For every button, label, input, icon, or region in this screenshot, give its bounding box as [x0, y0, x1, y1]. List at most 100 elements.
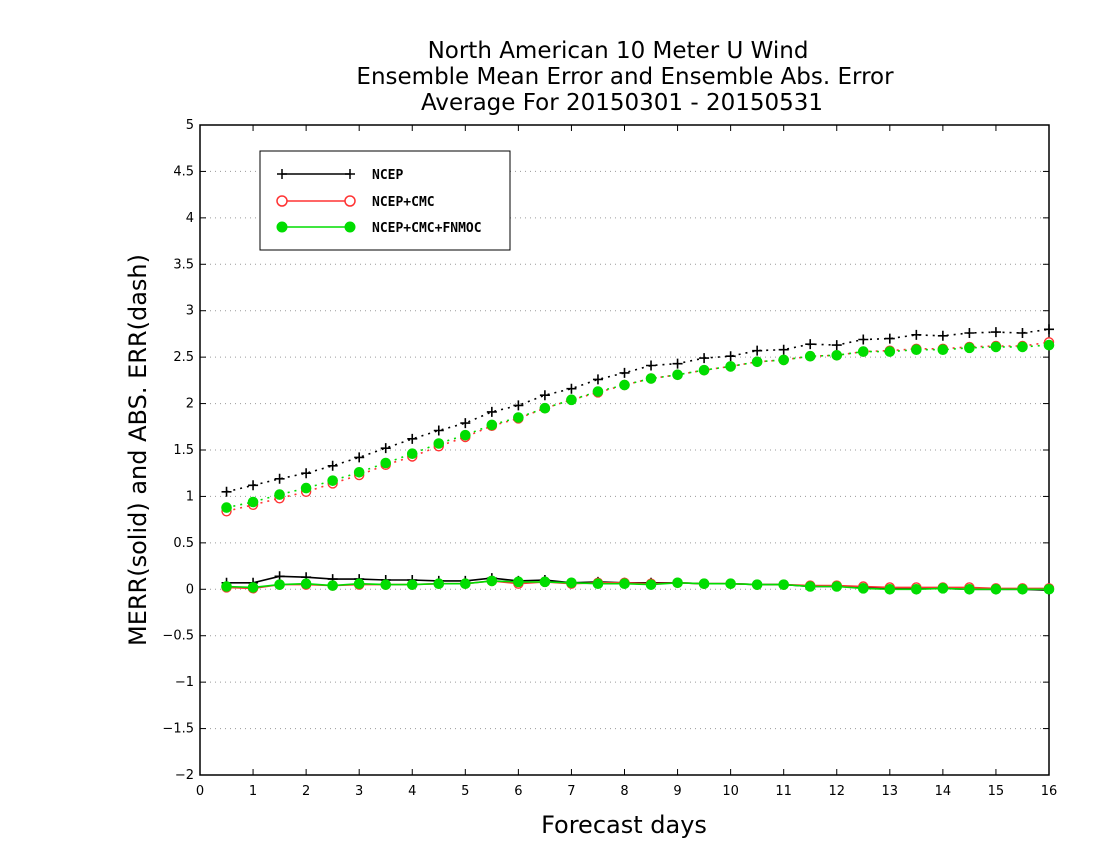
data-point-ncep-cmc-fnmoc-merr — [884, 583, 896, 595]
data-point-ncep-cmc-fnmoc-merr — [406, 579, 418, 590]
data-point-ncep-cmc-fnmoc-merr — [513, 576, 524, 588]
series-line-ncep-abs-err — [226, 328, 1050, 493]
legend: NCEP NCEP+CMC NCEP+CMC+FNMOC — [259, 150, 511, 251]
data-point-ncep-cmc-fnmoc-abs-err — [911, 344, 922, 356]
data-point-ncep-abs-err — [937, 330, 948, 341]
legend-label-ncep-cmc: NCEP+CMC — [372, 195, 435, 210]
data-point-ncep-cmc-fnmoc-merr — [592, 578, 604, 590]
data-point-ncep-abs-err — [354, 452, 365, 463]
y-tick-label: 3.5 — [173, 257, 194, 272]
y-tick-label: −1 — [175, 675, 194, 690]
x-tick-label: 3 — [355, 784, 363, 799]
data-point-ncep-cmc-fnmoc-merr — [380, 579, 392, 590]
title-line-2: Ensemble Mean Error and Ensemble Abs. Er… — [356, 64, 894, 90]
data-point-ncep-cmc-fnmoc-merr — [486, 575, 498, 587]
data-point-ncep-cmc-fnmoc-abs-err — [937, 344, 949, 356]
data-point-ncep-cmc-fnmoc-merr — [619, 578, 630, 590]
data-point-ncep-cmc-fnmoc-merr — [327, 580, 338, 591]
data-point-ncep-abs-err — [672, 358, 683, 369]
x-tick-label: 10 — [722, 784, 739, 799]
data-point-ncep-cmc-fnmoc-merr — [300, 578, 312, 590]
y-tick-label: 2.5 — [173, 350, 194, 365]
x-tick-label: 11 — [775, 784, 792, 799]
data-point-ncep-abs-err — [566, 383, 577, 394]
data-point-ncep-abs-err — [699, 353, 710, 364]
y-tick-label: −0.5 — [162, 629, 194, 644]
data-point-ncep-cmc-fnmoc-merr — [353, 578, 365, 590]
data-point-ncep-cmc-fnmoc-abs-err — [566, 394, 577, 406]
data-point-ncep-cmc-fnmoc-merr — [221, 581, 232, 592]
data-point-ncep-abs-err — [221, 486, 232, 497]
data-point-ncep-abs-err — [619, 367, 630, 378]
chart-title: North American 10 Meter U Wind Ensemble … — [356, 38, 894, 116]
data-point-ncep-abs-err — [778, 344, 789, 355]
data-point-ncep-cmc-fnmoc-merr — [804, 581, 816, 592]
data-point-ncep-cmc-fnmoc-abs-err — [778, 354, 789, 366]
x-tick-label: 6 — [514, 784, 522, 799]
data-point-ncep-cmc-fnmoc-merr — [857, 583, 869, 594]
data-point-ncep-cmc-fnmoc-merr — [460, 578, 471, 590]
x-tick-label: 9 — [673, 784, 681, 799]
data-point-ncep-cmc-fnmoc-merr — [725, 578, 736, 590]
series-layer — [221, 324, 1055, 596]
grid — [200, 170, 1049, 730]
data-point-ncep-abs-err — [911, 329, 922, 340]
data-point-ncep-cmc-fnmoc-abs-err — [725, 361, 736, 372]
data-point-ncep-cmc-fnmoc-abs-err — [990, 341, 1002, 353]
data-point-ncep-abs-err — [831, 340, 842, 351]
legend-entry-ncep-cmc: NCEP+CMC — [276, 195, 435, 210]
data-point-ncep-cmc-fnmoc-abs-err — [327, 475, 338, 486]
y-tick-label: 1 — [186, 489, 194, 504]
y-tick-label: 4 — [186, 211, 194, 226]
x-tick-label: 12 — [828, 784, 845, 799]
title-line-1: North American 10 Meter U Wind — [428, 38, 809, 64]
data-point-ncep-cmc-fnmoc-abs-err — [221, 502, 232, 513]
data-point-ncep-cmc-fnmoc-merr — [911, 583, 922, 595]
data-point-ncep-cmc-fnmoc-abs-err — [353, 466, 365, 478]
x-tick-label: 0 — [196, 784, 204, 799]
data-point-ncep-cmc-fnmoc-abs-err — [645, 373, 657, 384]
data-point-ncep-abs-err — [301, 468, 312, 479]
data-point-ncep-abs-err — [380, 443, 391, 454]
data-point-ncep-cmc-fnmoc-abs-err — [460, 429, 471, 441]
x-tick-label: 4 — [408, 784, 416, 799]
x-axis-label: Forecast days — [541, 811, 707, 839]
legend-entry-ncep: NCEP — [277, 168, 403, 183]
data-point-ncep-abs-err — [1044, 324, 1054, 335]
data-point-ncep-abs-err — [513, 400, 524, 411]
data-point-ncep-cmc-fnmoc-abs-err — [592, 386, 604, 397]
data-point-ncep-cmc-fnmoc-merr — [698, 578, 710, 590]
data-point-ncep-cmc-fnmoc-abs-err — [831, 349, 843, 361]
data-point-ncep-abs-err — [274, 473, 285, 484]
data-point-ncep-abs-err — [539, 390, 550, 401]
data-point-ncep-abs-err — [248, 480, 259, 491]
data-point-ncep-cmc-fnmoc-abs-err — [300, 482, 312, 494]
x-tick-label: 14 — [935, 784, 952, 799]
y-tick-label: 5 — [186, 118, 194, 133]
data-point-ncep-cmc-fnmoc-merr — [539, 576, 551, 588]
data-point-ncep-cmc-fnmoc-merr — [645, 579, 657, 590]
series-line-ncep-cmc-fnmoc-abs-err — [226, 344, 1050, 509]
data-point-ncep-abs-err — [327, 460, 338, 471]
data-point-ncep-cmc-fnmoc-abs-err — [884, 346, 896, 357]
data-point-ncep-cmc-fnmoc-abs-err — [751, 356, 763, 368]
data-point-ncep-cmc-fnmoc-merr — [247, 582, 259, 593]
x-tick-label: 5 — [461, 784, 469, 799]
data-point-ncep-cmc-fnmoc-abs-err — [1017, 341, 1028, 353]
data-point-ncep-abs-err — [725, 351, 736, 362]
data-point-ncep-cmc-fnmoc-abs-err — [619, 379, 630, 391]
data-point-ncep-abs-err — [1017, 328, 1028, 338]
y-tick-label: 0 — [186, 582, 194, 597]
legend-entry-ncep-cmc-fnmoc: NCEP+CMC+FNMOC — [276, 221, 482, 236]
data-point-ncep-cmc-fnmoc-merr — [1017, 583, 1028, 595]
data-point-ncep-abs-err — [805, 339, 816, 350]
data-point-ncep-cmc-fnmoc-abs-err — [698, 364, 710, 376]
data-point-ncep-abs-err — [646, 360, 657, 371]
data-point-ncep-cmc-fnmoc-abs-err — [964, 342, 975, 354]
data-point-ncep-cmc-fnmoc-merr — [751, 579, 763, 590]
data-point-ncep-cmc-fnmoc-abs-err — [486, 419, 498, 431]
data-point-ncep-cmc-fnmoc-abs-err — [406, 448, 418, 460]
y-tick-label: 1.5 — [173, 443, 194, 458]
x-tick-label: 16 — [1041, 784, 1058, 799]
